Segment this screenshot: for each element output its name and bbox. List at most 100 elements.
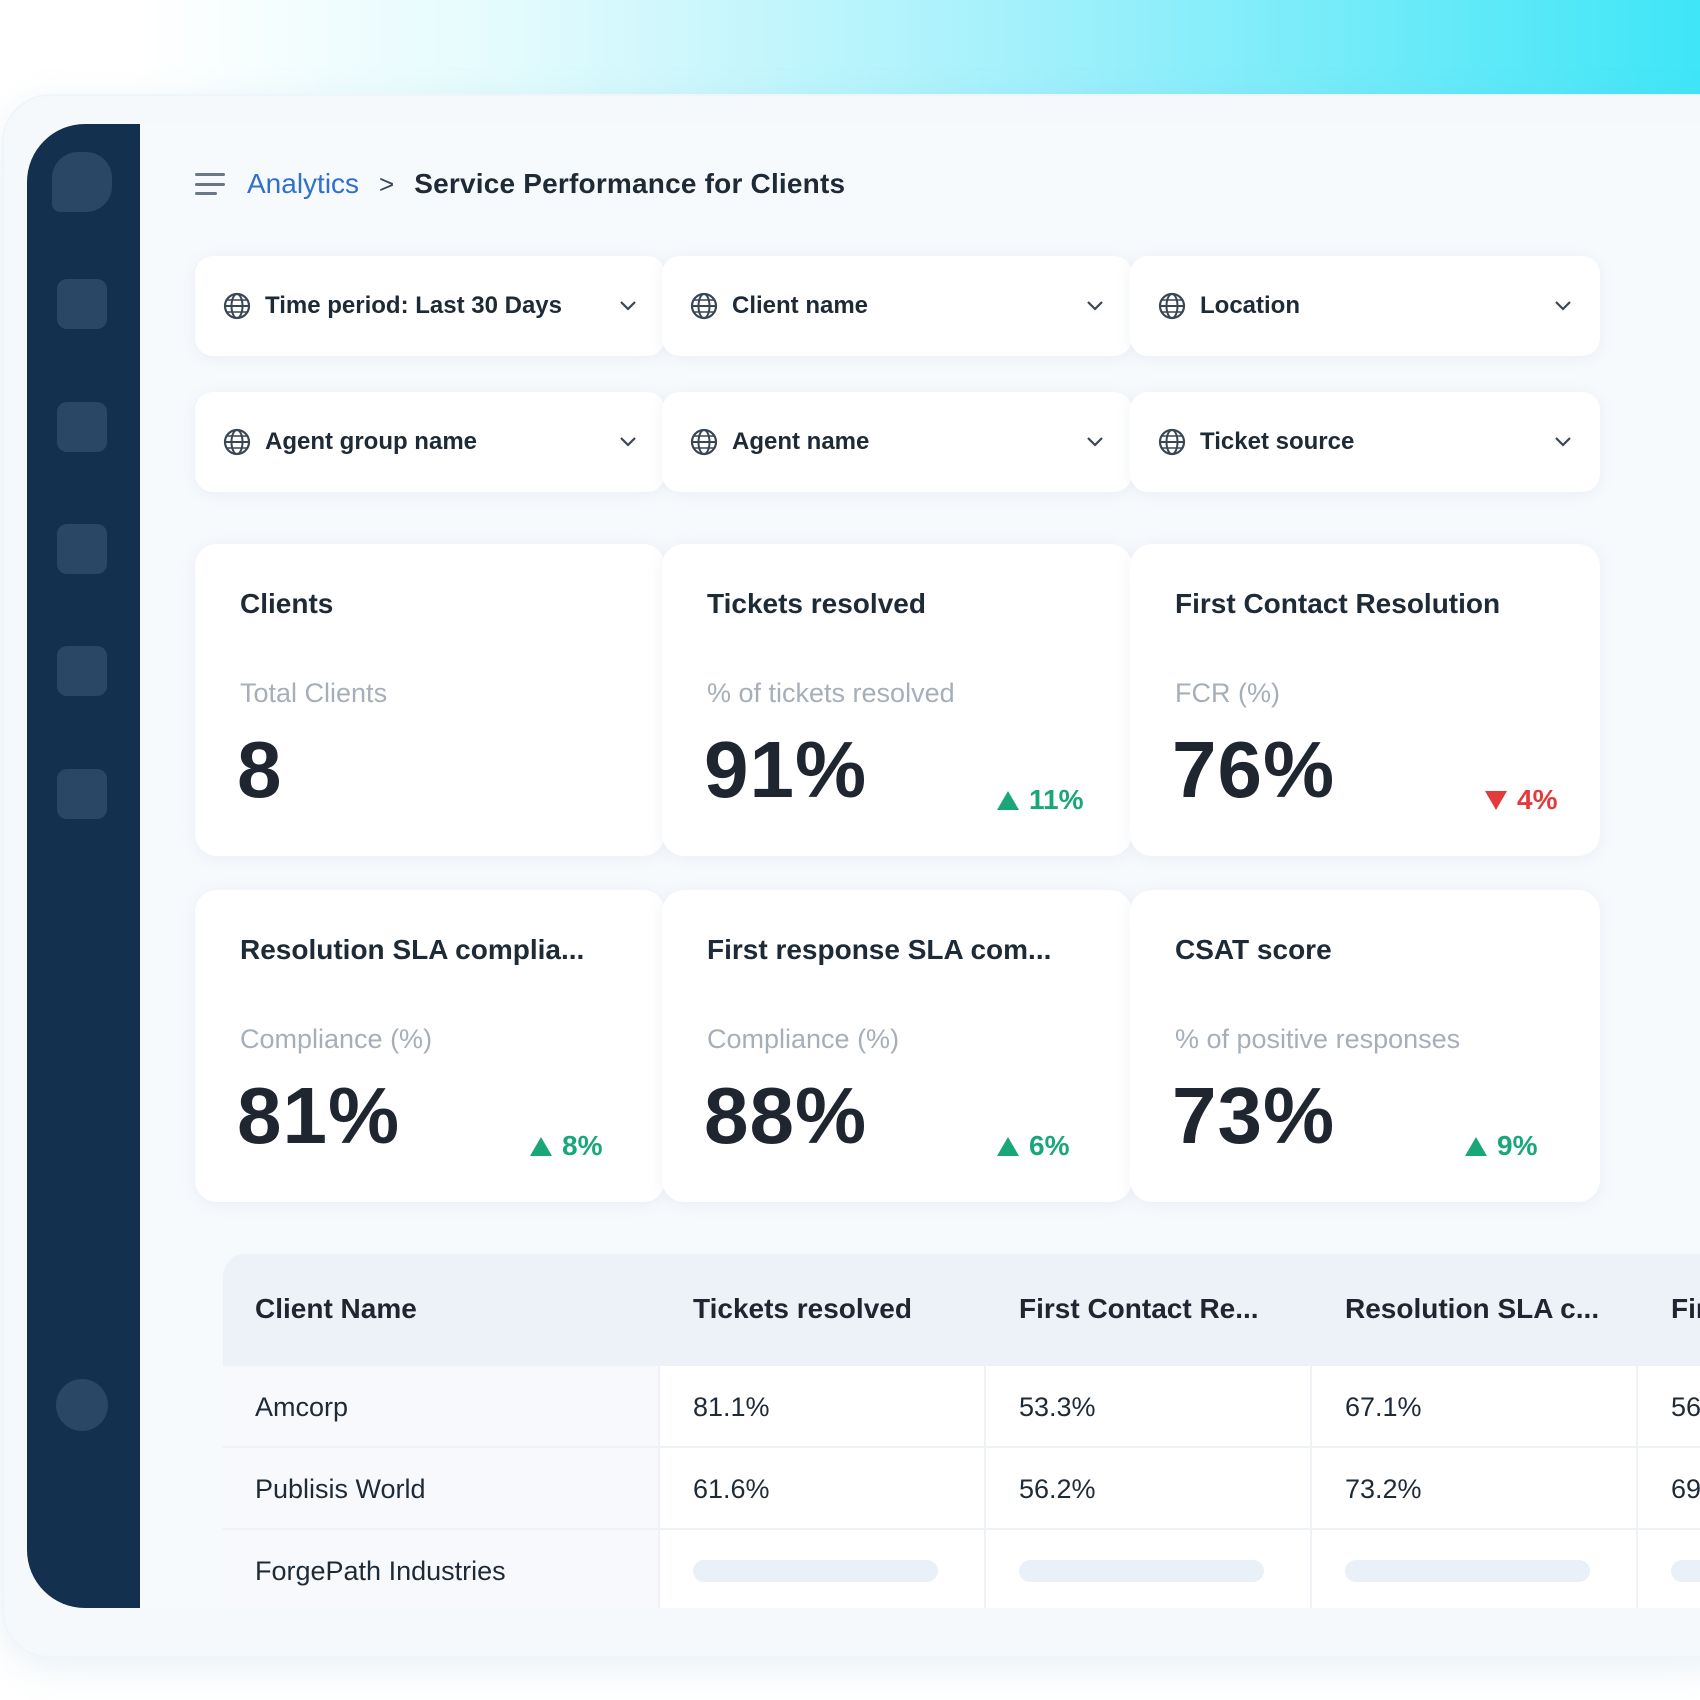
loading-skeleton	[1345, 1560, 1590, 1582]
cell-first-response: 56.9	[1671, 1391, 1700, 1422]
table-row[interactable]: Publisis World 61.6% 56.2% 73.2% 69.4	[223, 1446, 1700, 1530]
row-name-cell-bg	[223, 1366, 658, 1448]
user-avatar[interactable]	[56, 1379, 108, 1431]
page-title: Service Performance for Clients	[414, 168, 846, 199]
loading-skeleton	[1671, 1560, 1700, 1582]
trend-value: 9%	[1497, 1130, 1538, 1161]
filter-label: Location	[1200, 292, 1300, 319]
cell-tickets-resolved: 61.6%	[693, 1473, 770, 1504]
filter-label: Client name	[732, 292, 869, 319]
card-title: CSAT score	[1175, 934, 1332, 965]
card-title: Resolution SLA complia...	[240, 934, 585, 965]
sidebar	[27, 124, 140, 1608]
globe-icon	[1158, 428, 1186, 456]
column-header-first-response[interactable]: First	[1671, 1293, 1700, 1324]
filter-agent-name[interactable]: Agent name	[662, 392, 1132, 492]
column-divider	[1636, 1254, 1638, 1608]
loading-skeleton	[1019, 1560, 1264, 1582]
chevron-down-icon	[1087, 437, 1103, 447]
card-value: 76%	[1172, 725, 1336, 814]
sidebar-nav-icon-1[interactable]	[57, 279, 107, 329]
triangle-up-icon	[997, 1136, 1019, 1156]
row-name-cell-bg	[223, 1530, 658, 1608]
chevron-right-icon: >	[379, 168, 395, 199]
cell-tickets-resolved: 81.1%	[693, 1391, 770, 1422]
globe-icon	[1158, 292, 1186, 320]
sidebar-nav-icon-2[interactable]	[57, 402, 107, 452]
column-header-tickets-resolved[interactable]: Tickets resolved	[693, 1293, 912, 1324]
sidebar-nav-icon-3[interactable]	[57, 524, 107, 574]
column-divider	[1310, 1254, 1312, 1608]
chevron-down-icon	[1555, 301, 1571, 311]
kpi-card-resolution-sla[interactable]: Resolution SLA complia... Compliance (%)…	[195, 890, 665, 1202]
globe-icon	[690, 292, 718, 320]
sidebar-nav-icon-5[interactable]	[57, 769, 107, 819]
trend-up-badge: 11%	[997, 784, 1084, 816]
card-title: First response SLA com...	[707, 934, 1052, 965]
cell-client-name: Amcorp	[255, 1391, 349, 1422]
card-title: Tickets resolved	[707, 588, 926, 619]
card-subtitle: FCR (%)	[1175, 678, 1280, 708]
kpi-card-first-contact-resolution[interactable]: First Contact Resolution FCR (%) 76% 4%	[1130, 544, 1600, 856]
card-subtitle: Compliance (%)	[240, 1024, 433, 1054]
triangle-down-icon	[1485, 790, 1507, 810]
kpi-card-first-response-sla[interactable]: First response SLA com... Compliance (%)…	[662, 890, 1132, 1202]
column-header-first-contact[interactable]: First Contact Re...	[1019, 1293, 1259, 1324]
card-title: First Contact Resolution	[1175, 588, 1501, 619]
filter-location[interactable]: Location	[1130, 256, 1600, 356]
trend-up-badge: 8%	[530, 1130, 602, 1162]
card-value: 8	[237, 725, 283, 814]
filter-label: Agent group name	[265, 428, 478, 455]
main-content: Analytics > Service Performance for Clie…	[140, 124, 1700, 1608]
card-subtitle: % of tickets resolved	[707, 678, 955, 708]
table-row[interactable]: ForgePath Industries	[223, 1528, 1700, 1608]
card-value: 73%	[1172, 1071, 1336, 1160]
filter-client-name[interactable]: Client name	[662, 256, 1132, 356]
chevron-down-icon	[1555, 437, 1571, 447]
table-row[interactable]: Amcorp 81.1% 53.3% 67.1% 56.9	[223, 1364, 1700, 1448]
cell-first-response: 69.4	[1671, 1473, 1700, 1504]
globe-icon	[223, 428, 251, 456]
clients-table: Client Name Tickets resolved First Conta…	[223, 1254, 1700, 1608]
app-logo-icon[interactable]	[52, 152, 112, 212]
card-value: 91%	[704, 725, 868, 814]
card-value: 81%	[237, 1071, 401, 1160]
trend-value: 8%	[562, 1130, 603, 1161]
filter-label: Time period: Last 30 Days	[265, 292, 562, 319]
card-subtitle: Compliance (%)	[707, 1024, 900, 1054]
row-name-cell-bg	[223, 1448, 658, 1530]
cell-first-contact: 53.3%	[1019, 1391, 1096, 1422]
hamburger-menu-icon[interactable]	[195, 173, 225, 195]
column-header-resolution-sla[interactable]: Resolution SLA c...	[1345, 1293, 1600, 1324]
column-header-client-name[interactable]: Client Name	[255, 1293, 417, 1324]
filter-time-period[interactable]: Time period: Last 30 Days	[195, 256, 665, 356]
column-divider	[984, 1254, 986, 1608]
filter-label: Agent name	[732, 428, 870, 455]
filter-agent-group-name[interactable]: Agent group name	[195, 392, 665, 492]
app-window: Analytics > Service Performance for Clie…	[27, 124, 1700, 1608]
triangle-up-icon	[1465, 1136, 1487, 1156]
kpi-card-csat-score[interactable]: CSAT score % of positive responses 73% 9…	[1130, 890, 1600, 1202]
trend-up-badge: 6%	[997, 1130, 1069, 1162]
card-subtitle: % of positive responses	[1175, 1024, 1461, 1054]
cell-first-contact: 56.2%	[1019, 1473, 1096, 1504]
trend-up-badge: 9%	[1465, 1130, 1537, 1162]
card-title: Clients	[240, 588, 334, 619]
loading-skeleton	[693, 1560, 938, 1582]
table-header: Client Name Tickets resolved First Conta…	[223, 1254, 1700, 1364]
globe-icon	[690, 428, 718, 456]
chevron-down-icon	[620, 437, 636, 447]
column-divider	[658, 1254, 660, 1608]
trend-value: 11%	[1029, 784, 1084, 815]
kpi-card-tickets-resolved[interactable]: Tickets resolved % of tickets resolved 9…	[662, 544, 1132, 856]
card-value: 88%	[704, 1071, 868, 1160]
trend-down-badge: 4%	[1485, 784, 1557, 816]
kpi-card-clients[interactable]: Clients Total Clients 8	[195, 544, 665, 856]
globe-icon	[223, 292, 251, 320]
breadcrumb-analytics-link[interactable]: Analytics	[247, 168, 360, 199]
card-subtitle: Total Clients	[240, 678, 388, 708]
breadcrumb: Analytics > Service Performance for Clie…	[195, 164, 845, 204]
cell-resolution-sla: 73.2%	[1345, 1473, 1422, 1504]
filter-ticket-source[interactable]: Ticket source	[1130, 392, 1600, 492]
sidebar-nav-icon-4[interactable]	[57, 646, 107, 696]
